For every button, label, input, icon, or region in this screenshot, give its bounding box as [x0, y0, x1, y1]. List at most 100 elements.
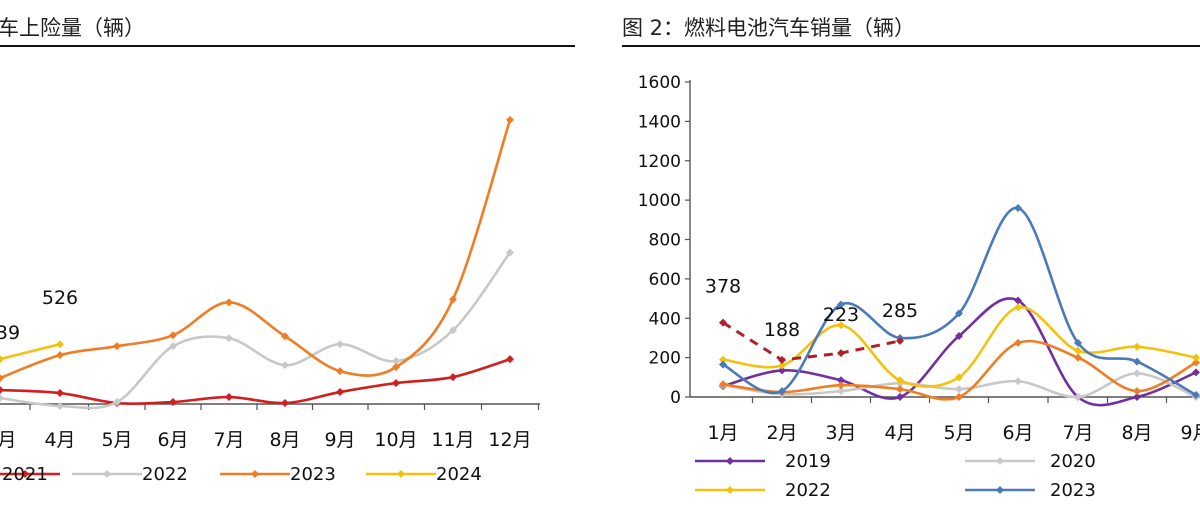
data-point-2024-4-: [56, 340, 64, 349]
x-tick-label: 5月: [101, 429, 132, 451]
data-point-2021-6-: [169, 398, 177, 407]
data-point-2023-10-: [392, 363, 400, 372]
series-line-2024: [722, 321, 901, 362]
x-tick-label: 8月: [269, 429, 300, 451]
data-point-2021-9-: [1192, 358, 1200, 367]
legend-label: 2019: [785, 451, 831, 472]
legend-label: 2022: [142, 464, 188, 485]
data-point-2022-4-: [56, 401, 64, 410]
data-point-2022-5-: [955, 373, 963, 382]
data-point-2021-4-: [896, 385, 904, 394]
x-tick-label: 9月: [324, 429, 355, 451]
y-tick-label: 1200: [638, 152, 681, 172]
data-point-2019-8-: [1133, 393, 1141, 401]
x-tick-label: 6月: [157, 429, 188, 451]
data-label-526: 526: [42, 287, 78, 309]
x-tick-label: 7月: [213, 429, 244, 451]
x-tick-label: 5月: [943, 422, 974, 444]
data-point-2021-7-: [1074, 353, 1082, 362]
legend-item-2023: 2023: [220, 464, 336, 485]
y-tick-label: 1600: [638, 73, 681, 93]
data-point-2019-4-: [896, 393, 904, 401]
data-point-2021-7-: [225, 393, 233, 402]
data-point-2019-2-: [778, 366, 786, 375]
data-point-2021-5-: [955, 393, 963, 401]
data-point-2023-8-: [281, 332, 289, 341]
data-point-2024-2-: [778, 355, 786, 364]
series-2024: [719, 318, 904, 364]
data-point-2023-9-: [336, 367, 344, 376]
x-tick-label: 11月: [431, 429, 474, 451]
data-point-2023-5-: [113, 342, 121, 351]
legend-label: 2022: [785, 480, 831, 501]
legend-label: 2023: [1050, 480, 1096, 501]
data-point-2019-9-: [1192, 368, 1200, 377]
y-tick-label: 800: [649, 231, 681, 251]
x-tick-label: 1月: [707, 422, 738, 444]
right-chart-title: 图 2：燃料电池汽车销量（辆）: [622, 16, 916, 40]
right-title-rule: [622, 45, 1200, 47]
legend-label: 2020: [1050, 451, 1096, 472]
data-point-2023-1-: [719, 360, 727, 369]
series-2024: [0, 340, 64, 364]
series-line-2023: [722, 206, 1197, 397]
data-point-2022-3-: [0, 394, 4, 403]
data-label-188: 188: [764, 319, 800, 341]
data-point-2023-7-: [225, 298, 233, 307]
data-point-2024-3-: [0, 355, 4, 364]
data-point-2020-5-: [955, 385, 963, 394]
data-point-2022-9-: [1192, 353, 1200, 362]
data-point-2023-8-: [1133, 357, 1141, 366]
data-point-2020-7-: [1074, 393, 1082, 401]
data-point-2022-7-: [225, 334, 233, 343]
legend-item-2021: 2021: [0, 464, 60, 485]
data-point-2023-3-: [837, 300, 845, 309]
left-chart: 月 4月 5月 6月 7月 8月 9月 10月 11月 12月 39 526 2021 2022 2023 2…: [0, 115, 540, 485]
data-point-2023-9-: [1192, 391, 1200, 400]
data-point-2022-3-: [837, 321, 845, 330]
data-point-2020-3-: [837, 387, 845, 396]
data-point-2023-6-: [169, 331, 177, 340]
series-line-2023: [0, 119, 512, 380]
series-line-2021: [722, 339, 1197, 401]
x-tick-label: 月: [0, 429, 17, 451]
legend-swatch-marker: [21, 470, 29, 478]
series-2022: [0, 248, 514, 410]
x-tick-label: 3月: [825, 422, 856, 444]
left-chart-title: 车上险量（辆）: [0, 16, 145, 40]
data-label-39: 39: [0, 322, 20, 344]
data-label-223: 223: [823, 304, 859, 326]
data-point-2023-11-: [449, 295, 457, 304]
data-point-2022-2-: [778, 361, 786, 370]
data-point-2022-1-: [719, 355, 727, 364]
x-tick-label: 9月: [1180, 422, 1200, 444]
data-point-2023-3-: [0, 374, 4, 383]
series-2023: [0, 115, 514, 383]
data-point-2021-8-: [281, 399, 289, 408]
legend-item-2022: 2022: [695, 480, 831, 501]
data-point-2021-4-: [56, 389, 64, 398]
series-2021: [0, 355, 514, 408]
x-tick-label: 12月: [488, 429, 531, 451]
data-label-285: 285: [882, 300, 918, 322]
data-point-2021-10-: [392, 379, 400, 388]
data-point-2020-6-: [1014, 377, 1022, 386]
data-point-2021-9-: [336, 388, 344, 397]
data-point-2022-8-: [281, 361, 289, 370]
series-line-2022: [0, 251, 512, 410]
data-point-2022-8-: [1133, 342, 1141, 351]
legend-swatch-marker: [103, 470, 111, 478]
data-point-2022-9-: [336, 340, 344, 349]
data-point-2020-8-: [1133, 369, 1141, 378]
data-point-2021-3-: [0, 386, 4, 395]
data-point-2024-1-: [719, 318, 727, 327]
series-line-2019: [722, 297, 1197, 407]
x-tick-label: 10月: [374, 429, 417, 451]
data-point-2022-4-: [896, 376, 904, 385]
data-point-2019-5-: [955, 331, 963, 340]
y-tick-label: 1000: [638, 191, 681, 211]
legend-swatch-marker: [251, 470, 259, 478]
data-point-2021-12-: [506, 355, 514, 364]
left-title-rule: [0, 45, 575, 47]
data-point-2022-6-: [1014, 303, 1022, 312]
